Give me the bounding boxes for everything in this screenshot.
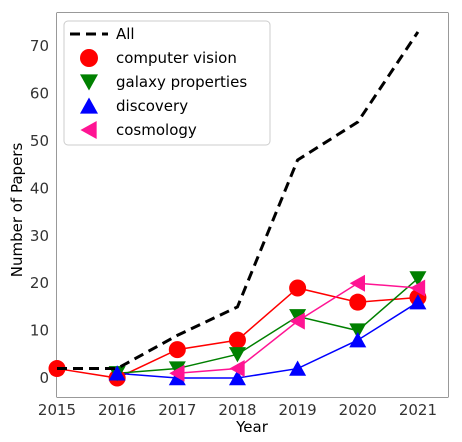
- data-point-cosmology: [409, 279, 426, 297]
- y-tick-label: 40: [30, 179, 49, 197]
- legend-swatch-discovery: [80, 97, 98, 114]
- data-point-computer-vision: [228, 331, 246, 349]
- y-tick-label: 0: [39, 369, 49, 387]
- data-point-discovery: [289, 360, 307, 376]
- data-point-cosmology: [169, 364, 185, 382]
- data-point-cosmology: [229, 360, 245, 378]
- y-tick-label: 70: [30, 37, 49, 55]
- data-point-computer-vision: [289, 279, 307, 297]
- x-tick-label: 2020: [339, 401, 377, 419]
- legend-label-all: All: [116, 25, 135, 43]
- series-line-galaxy-properties: [117, 277, 419, 375]
- legend-swatch-galaxy-properties: [80, 74, 98, 91]
- x-tick-label: 2019: [279, 401, 317, 419]
- x-tick-label: 2021: [399, 401, 437, 419]
- legend: All computer vision galaxy properties disco…: [63, 20, 271, 146]
- series-line-all: [57, 31, 420, 371]
- data-point-computer-vision: [168, 341, 186, 359]
- x-tick-label: 2018: [218, 401, 256, 419]
- legend-label-discovery: discovery: [116, 97, 188, 115]
- legend-label-cosmology: cosmology: [116, 121, 197, 139]
- data-point-cosmology: [349, 274, 365, 292]
- legend-label-galaxy-properties: galaxy properties: [116, 73, 247, 91]
- tick-labels: 2015 2016 2017 2018 2019 2020 2021 0 10 20 30 40 50 6…: [30, 37, 437, 419]
- legend-swatch-cosmology: [80, 121, 97, 139]
- legend-label-computer-vision: computer vision: [116, 49, 237, 67]
- data-point-computer-vision: [349, 293, 367, 311]
- x-axis-label: Year: [235, 418, 269, 436]
- legend-box: [63, 20, 271, 146]
- data-point-galaxy-properties: [228, 347, 246, 363]
- y-tick-label: 10: [30, 322, 49, 340]
- x-tick-label: 2016: [98, 401, 136, 419]
- data-point-cosmology: [289, 312, 305, 330]
- y-tick-label: 50: [30, 132, 49, 150]
- data-point-discovery: [349, 332, 367, 348]
- data-point-galaxy-properties: [409, 271, 427, 287]
- series-markers: [48, 31, 427, 387]
- data-point-discovery: [409, 294, 427, 310]
- y-axis-label: Number of Papers: [8, 143, 26, 278]
- legend-swatch-computer-vision: [80, 49, 98, 67]
- data-point-discovery: [228, 369, 246, 386]
- y-tick-label: 60: [30, 85, 49, 103]
- data-point-galaxy-properties: [349, 323, 367, 339]
- y-tick-label: 20: [30, 274, 49, 292]
- x-tick-label: 2015: [38, 401, 76, 419]
- y-tick-label: 30: [30, 227, 49, 245]
- data-point-discovery: [108, 365, 126, 381]
- series-line-discovery: [117, 301, 419, 379]
- x-tick-label: 2017: [158, 401, 196, 419]
